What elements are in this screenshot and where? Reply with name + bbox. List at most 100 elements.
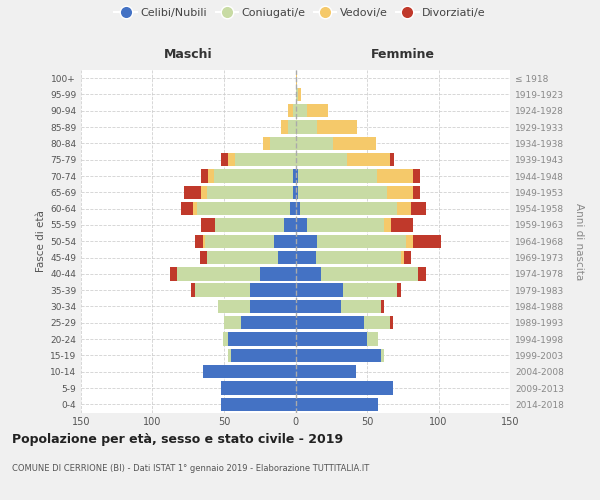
Bar: [343, 284, 397, 297]
Bar: [332, 136, 376, 150]
Bar: [300, 202, 397, 215]
Bar: [413, 186, 420, 199]
Bar: [307, 104, 328, 118]
Bar: [296, 382, 393, 394]
Bar: [241, 316, 296, 330]
Y-axis label: Fasce di età: Fasce di età: [36, 210, 46, 272]
Bar: [296, 234, 317, 248]
Bar: [260, 267, 296, 280]
Bar: [201, 218, 215, 232]
Bar: [293, 104, 296, 118]
Bar: [218, 300, 250, 313]
Bar: [413, 170, 420, 182]
Bar: [200, 251, 207, 264]
Bar: [296, 88, 298, 101]
Bar: [296, 398, 379, 411]
Bar: [205, 234, 274, 248]
Bar: [293, 186, 296, 199]
Bar: [296, 120, 317, 134]
Bar: [298, 170, 377, 182]
Bar: [387, 186, 413, 199]
Bar: [184, 186, 201, 199]
Bar: [296, 104, 307, 118]
Bar: [404, 251, 412, 264]
Bar: [377, 170, 413, 182]
Bar: [201, 170, 208, 182]
Bar: [397, 284, 401, 297]
Bar: [250, 284, 296, 297]
Bar: [418, 267, 425, 280]
Bar: [341, 300, 382, 313]
Bar: [201, 186, 207, 199]
Bar: [196, 234, 203, 248]
Bar: [214, 170, 293, 182]
Bar: [197, 202, 290, 215]
Bar: [228, 332, 296, 346]
Bar: [228, 348, 231, 362]
Bar: [296, 316, 364, 330]
Bar: [384, 218, 391, 232]
Bar: [296, 267, 321, 280]
Bar: [235, 153, 296, 166]
Bar: [223, 332, 228, 346]
Bar: [317, 120, 357, 134]
Bar: [215, 218, 284, 232]
Bar: [231, 348, 296, 362]
Bar: [296, 72, 297, 85]
Bar: [293, 170, 296, 182]
Bar: [382, 300, 384, 313]
Bar: [221, 398, 296, 411]
Bar: [274, 234, 296, 248]
Bar: [289, 120, 296, 134]
Bar: [321, 267, 418, 280]
Bar: [296, 153, 347, 166]
Bar: [296, 136, 332, 150]
Bar: [296, 365, 356, 378]
Bar: [390, 316, 393, 330]
Bar: [290, 202, 296, 215]
Bar: [296, 348, 382, 362]
Bar: [263, 136, 270, 150]
Text: Femmine: Femmine: [371, 48, 435, 62]
Bar: [296, 300, 341, 313]
Bar: [364, 316, 390, 330]
Bar: [316, 251, 401, 264]
Bar: [298, 88, 301, 101]
Bar: [296, 251, 316, 264]
Bar: [296, 332, 367, 346]
Bar: [224, 316, 241, 330]
Text: COMUNE DI CERRIONE (BI) - Dati ISTAT 1° gennaio 2019 - Elaborazione TUTTITALIA.I: COMUNE DI CERRIONE (BI) - Dati ISTAT 1° …: [12, 464, 369, 473]
Bar: [307, 218, 384, 232]
Bar: [281, 120, 289, 134]
Bar: [296, 202, 300, 215]
Bar: [382, 348, 384, 362]
Bar: [221, 153, 228, 166]
Y-axis label: Anni di nascita: Anni di nascita: [574, 202, 584, 280]
Bar: [391, 218, 413, 232]
Bar: [207, 251, 278, 264]
Bar: [296, 170, 298, 182]
Bar: [296, 218, 307, 232]
Bar: [284, 218, 296, 232]
Bar: [177, 267, 260, 280]
Bar: [412, 202, 425, 215]
Bar: [170, 267, 177, 280]
Bar: [296, 186, 298, 199]
Bar: [289, 104, 293, 118]
Bar: [196, 284, 250, 297]
Bar: [193, 202, 197, 215]
Bar: [278, 251, 296, 264]
Bar: [191, 284, 196, 297]
Bar: [250, 300, 296, 313]
Bar: [270, 136, 296, 150]
Bar: [406, 234, 413, 248]
Bar: [296, 284, 343, 297]
Text: Popolazione per età, sesso e stato civile - 2019: Popolazione per età, sesso e stato civil…: [12, 432, 343, 446]
Bar: [208, 170, 214, 182]
Text: Maschi: Maschi: [164, 48, 212, 62]
Legend: Celibi/Nubili, Coniugati/e, Vedovi/e, Divorziati/e: Celibi/Nubili, Coniugati/e, Vedovi/e, Di…: [110, 3, 490, 22]
Bar: [298, 186, 387, 199]
Bar: [228, 153, 235, 166]
Bar: [207, 186, 293, 199]
Bar: [397, 202, 412, 215]
